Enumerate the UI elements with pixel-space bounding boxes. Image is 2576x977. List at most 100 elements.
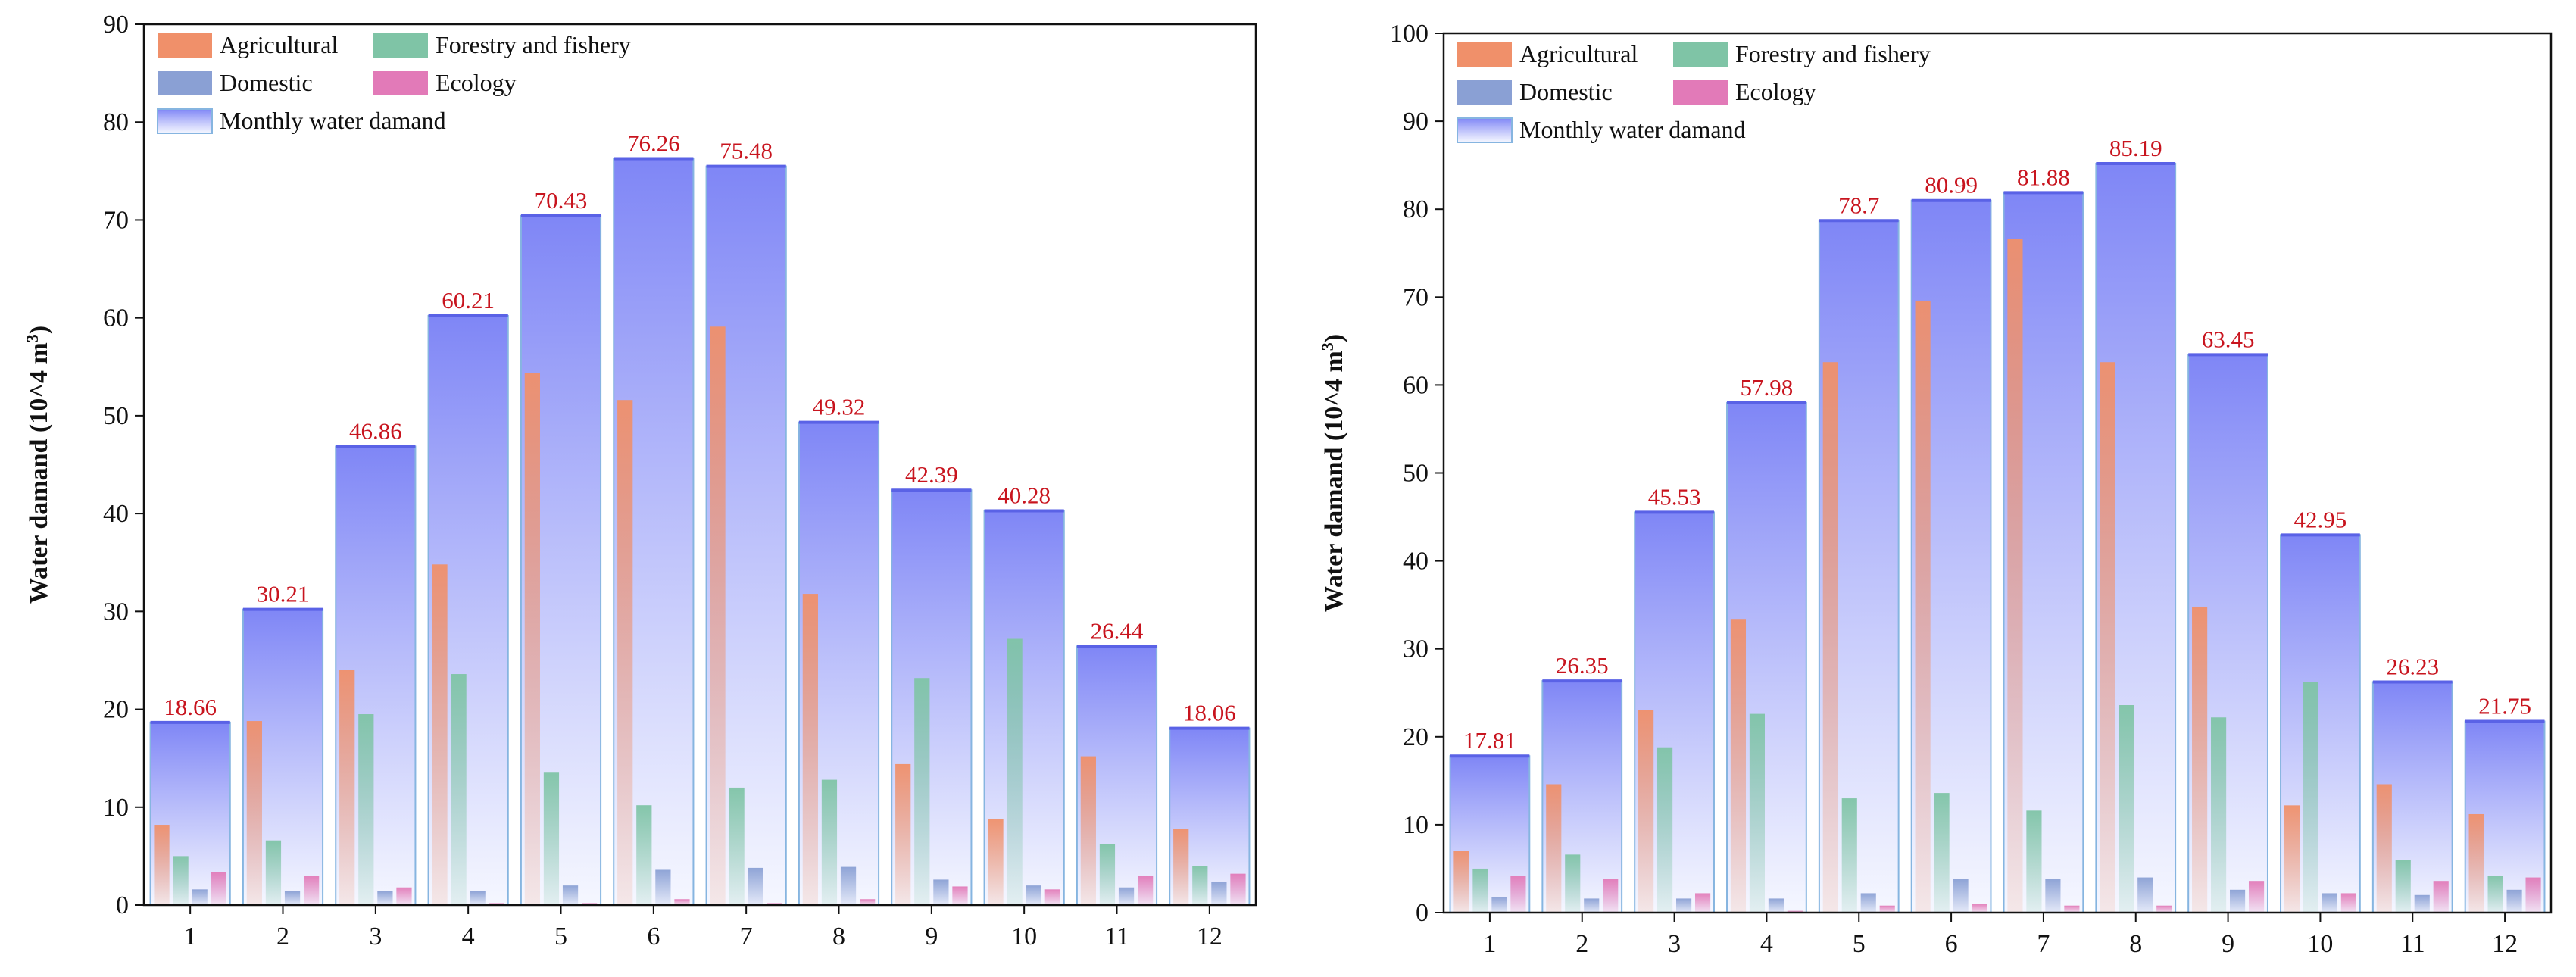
chart2-legend-swatch: [1673, 42, 1728, 67]
chart2-xtick-label: 6: [1945, 930, 1958, 958]
chart2-bar-forestry-and-fishery: [1934, 793, 1950, 913]
chart2-bar-forestry-and-fishery: [2026, 810, 2042, 913]
chart1-bar-domestic: [284, 891, 301, 905]
chart1-data-label: 18.66: [164, 694, 217, 720]
chart1-legend-label: Domestic: [220, 69, 313, 96]
chart1-bar-forestry-and-fishery: [914, 678, 930, 905]
chart2-bar-ecology: [2156, 905, 2172, 913]
chart2-data-label: 42.95: [2294, 506, 2347, 532]
chart1-bar-domestic: [192, 889, 208, 905]
chart1-bar-domestic: [748, 867, 763, 905]
chart2-bar-agricultural: [1822, 362, 1838, 913]
chart1-bar-forestry-and-fishery: [1007, 638, 1023, 905]
chart2-bar-agricultural: [1730, 619, 1747, 913]
chart2-bar-ecology: [2525, 877, 2541, 913]
chart2-legend-label: Forestry and fishery: [1735, 40, 1931, 67]
chart1-bar-domestic: [377, 891, 393, 905]
chart1-legend-label: Monthly water damand: [220, 107, 446, 134]
chart2-legend-label: Domestic: [1519, 78, 1613, 105]
chart1-xtick-label: 11: [1104, 922, 1129, 950]
chart2-data-label: 17.81: [1463, 727, 1516, 754]
chart1-bar-forestry-and-fishery: [451, 674, 467, 905]
chart1-bar-forestry-and-fishery: [173, 856, 189, 905]
chart2-data-label: 85.19: [2109, 135, 2162, 161]
chart1-bar-domestic: [655, 869, 671, 905]
chart1-xtick-label: 7: [740, 922, 753, 950]
chart2-legend-label: Agricultural: [1519, 40, 1638, 67]
chart1-ytick-label: 20: [103, 696, 129, 724]
chart2-legend-swatch: [1457, 80, 1512, 105]
chart1-ytick-label: 80: [103, 108, 129, 136]
chart1-xtick-label: 10: [1011, 922, 1037, 950]
chart1-bar-ecology: [767, 903, 782, 905]
chart2-xtick-label: 11: [2400, 930, 2425, 958]
chart2-xtick-label: 8: [2129, 930, 2142, 958]
chart2-bar-domestic: [2414, 894, 2430, 913]
chart1-bar-forestry-and-fishery: [1192, 866, 1208, 905]
chart2-bar-domestic: [1676, 898, 1692, 913]
chart1-data-label: 18.06: [1183, 700, 1236, 726]
chart2-bar-forestry-and-fishery: [2395, 860, 2411, 913]
chart1-bar-domestic: [1211, 881, 1227, 905]
chart2-bar-forestry-and-fishery: [2119, 705, 2134, 913]
chart2-bar-agricultural: [2284, 805, 2300, 913]
chart1-bar-ecology: [1138, 876, 1154, 905]
chart2-bar-domestic: [1953, 879, 1969, 913]
chart2-ytick-label: 30: [1403, 635, 1429, 663]
chart1-bar-domestic: [470, 891, 486, 905]
chart2-bar-domestic: [2322, 893, 2337, 913]
chart1-ylabel: Water damand (10^4 m3): [23, 326, 54, 604]
chart2-legend-swatch: [1457, 117, 1513, 143]
chart1-bar-ecology: [582, 903, 598, 905]
chart1-bar-domestic: [1118, 887, 1135, 905]
chart2-ytick-label: 100: [1390, 20, 1429, 48]
chart2-bar-agricultural: [2468, 813, 2484, 913]
chart1-data-label: 46.86: [349, 417, 402, 444]
chart2-data-label: 78.7: [1838, 192, 1879, 218]
chart1-bar-agricultural: [154, 825, 170, 905]
chart2-bar-ecology: [1972, 904, 1987, 913]
chart2-ytick-label: 40: [1403, 548, 1429, 576]
chart1-bar-agricultural: [988, 819, 1004, 905]
chart1-data-label: 60.21: [442, 287, 495, 314]
chart1-bar-ecology: [489, 903, 504, 905]
chart2-bar-ecology: [2248, 881, 2265, 913]
chart1-bar-agricultural: [895, 763, 911, 905]
chart1-bar-ecology: [211, 872, 226, 905]
chart2-data-label: 57.98: [1741, 374, 1794, 401]
chart1-bar-ecology: [1230, 873, 1246, 905]
chart1-legend-swatch: [157, 108, 213, 134]
chart2-bar-domestic: [1584, 898, 1600, 913]
chart1-plot-frame: [142, 23, 1257, 907]
chart1-bar-domestic: [562, 885, 579, 905]
chart2-bar-agricultural: [2192, 606, 2208, 913]
chart2-ytick-label: 70: [1403, 283, 1429, 311]
chart1-bar-agricultural: [1173, 829, 1189, 905]
chart2-bar-forestry-and-fishery: [1472, 868, 1488, 913]
chart1-xtick-label: 12: [1197, 922, 1222, 950]
chart2-xtick-label: 4: [1760, 930, 1773, 958]
chart-right: 0 10 20 30 40 50 60 70 80 90 100 17.81 1 26.35 2 45.53 3…: [1318, 20, 2553, 958]
chart1-data-label: 30.21: [257, 581, 310, 607]
chart2-xtick-label: 10: [2307, 930, 2333, 958]
chart1-bar-ecology: [304, 876, 320, 905]
chart2-ytick-label: 10: [1403, 811, 1429, 839]
chart1-bar-domestic: [840, 866, 857, 905]
chart2-bar-domestic: [2230, 889, 2246, 913]
chart2-xtick-label: 9: [2222, 930, 2234, 958]
chart2-bar-ecology: [2340, 893, 2356, 913]
chart1-data-label: 49.32: [813, 394, 866, 420]
chart1-bar-agricultural: [339, 670, 355, 905]
chart2-bar-forestry-and-fishery: [2487, 876, 2503, 913]
chart2-bar-domestic: [2137, 877, 2153, 913]
chart2-xtick-label: 3: [1668, 930, 1681, 958]
chart2-data-label: 81.88: [2017, 164, 2070, 190]
chart1-xtick-label: 4: [462, 922, 475, 950]
chart2-bar-forestry-and-fishery: [2211, 717, 2227, 913]
chart1-ytick-label: 60: [103, 304, 129, 332]
chart2-bar-agricultural: [1546, 784, 1562, 913]
chart2-bar-agricultural: [2376, 784, 2392, 913]
chart2-ytick-label: 60: [1403, 371, 1429, 399]
chart1-legend-swatch: [373, 33, 428, 58]
chart2-ytick-label: 50: [1403, 460, 1429, 488]
